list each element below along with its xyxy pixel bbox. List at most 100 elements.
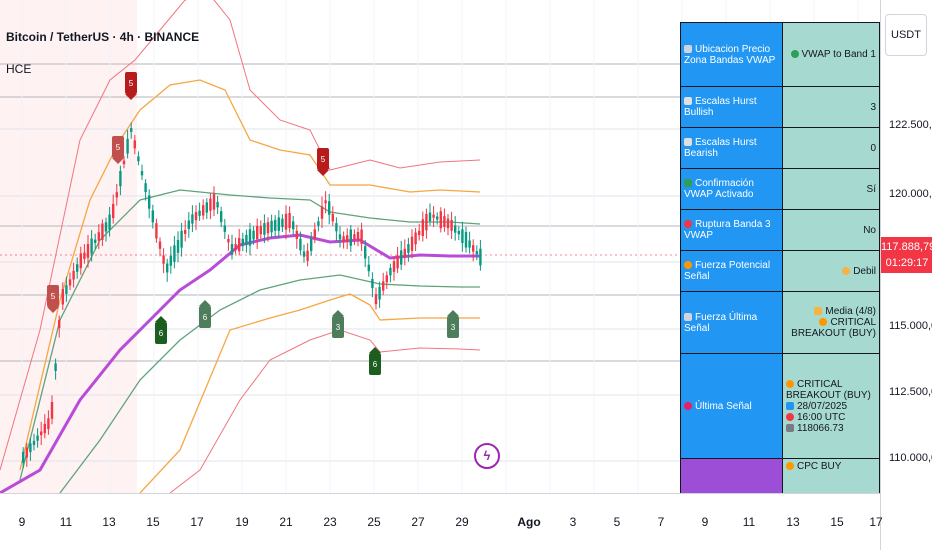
marker-label: 6: [373, 360, 378, 369]
candle-body: [86, 244, 90, 258]
candle-body: [97, 232, 100, 241]
symbol-title[interactable]: Bitcoin / TetherUS · 4h · BINANCE: [6, 30, 200, 44]
time-tick: 25: [367, 515, 381, 529]
time-tick: 27: [411, 515, 425, 529]
candle-body: [126, 138, 129, 154]
candle-body: [151, 210, 154, 223]
table-row: Escalas Hurst Bullish 3: [680, 86, 880, 128]
candle-body: [464, 232, 468, 248]
fire-icon: [786, 462, 794, 470]
time-axis[interactable]: 9 11 13 15 17 19 21 23 25 27 29 Ago 3 5 …: [0, 493, 883, 551]
candle-body: [360, 229, 363, 244]
candle-body: [266, 222, 270, 234]
table-row-value: 0: [782, 127, 880, 169]
candle-body: [353, 234, 356, 240]
candle-body: [187, 220, 190, 230]
candle-body: [166, 263, 169, 273]
candle-body: [47, 418, 50, 430]
marker-body: [369, 353, 381, 375]
candle-body: [454, 225, 457, 233]
candle-body: [58, 320, 61, 328]
candle-body: [342, 236, 345, 243]
candle-body: [259, 226, 262, 235]
candle-body: [263, 223, 266, 235]
candle-body: [299, 238, 302, 251]
candlestick-chart[interactable]: 5 5 5 5 6 6 3 6 3: [0, 0, 880, 493]
time-tick-month: Ago: [517, 515, 541, 529]
candle-body: [234, 244, 237, 251]
sell-signal-marker: 5: [47, 285, 59, 313]
candle-body: [367, 264, 370, 272]
price-tick: 112.500,00: [889, 386, 932, 398]
candle-body: [83, 252, 86, 259]
buy-signal-marker: 6: [369, 347, 381, 375]
marker-label: 5: [321, 155, 326, 164]
candle-body: [50, 402, 54, 419]
candle-body: [184, 229, 187, 235]
price-chart-area[interactable]: 5 5 5 5 6 6 3 6 3 Bitcoin / TetherUS · 4h · BINA…: [0, 0, 880, 493]
calendar-icon: [786, 401, 794, 410]
candle-body: [349, 229, 352, 246]
buy-signal-marker: 3: [447, 310, 459, 338]
candle-body: [256, 226, 259, 240]
currency-button[interactable]: USDT: [885, 14, 927, 56]
candle-body: [414, 232, 417, 245]
candle-body: [292, 221, 295, 230]
time-tick: 19: [235, 515, 249, 529]
candle-body: [223, 225, 226, 232]
candle-body: [54, 363, 57, 372]
table-row-label: Ubicacion Precio Zona Bandas VWAP: [680, 22, 783, 87]
candle-body: [446, 218, 450, 229]
time-tick: 15: [146, 515, 160, 529]
table-row: Fuerza Potencial Señal Debil: [680, 250, 880, 292]
candle-body: [407, 244, 410, 253]
marker-pointer: [155, 316, 167, 322]
candle-body: [274, 219, 277, 231]
candle-body: [133, 140, 136, 149]
candle-body: [90, 238, 93, 254]
marker-body: [332, 316, 344, 338]
time-tick: 11: [742, 515, 756, 529]
candle-body: [328, 201, 331, 215]
candle-body: [180, 230, 183, 248]
time-tick: 9: [701, 515, 709, 529]
candle-body: [310, 238, 313, 252]
candle-body: [338, 234, 342, 240]
candle-body: [176, 239, 180, 253]
candle-body: [72, 270, 75, 280]
candle-body: [220, 211, 223, 223]
time-tick: 15: [830, 515, 844, 529]
yellow-circle-icon: [842, 266, 851, 275]
candle-body: [410, 236, 414, 251]
table-row-label: Fuerza Última Señal: [680, 291, 783, 354]
time-tick: 5: [613, 515, 621, 529]
target-icon: [684, 220, 692, 228]
candle-body: [400, 250, 403, 265]
candle-body: [302, 251, 306, 257]
candle-body: [119, 171, 122, 187]
candle-body: [382, 281, 385, 291]
candle-body: [392, 261, 396, 272]
candle-body: [40, 431, 43, 436]
candle-body: [79, 253, 82, 269]
table-row-label: Última Señal: [680, 353, 783, 459]
marker-body: [112, 136, 124, 158]
candle-body: [324, 200, 327, 204]
candle-body: [209, 198, 212, 211]
indicator-name[interactable]: HCE: [6, 62, 32, 76]
time-tick: 21: [279, 515, 293, 529]
candle-body: [108, 214, 111, 230]
lower-band-3-line: [169, 329, 481, 493]
candle-body: [425, 214, 428, 231]
buy-signal-marker: 6: [155, 316, 167, 344]
time-tick: 11: [59, 515, 73, 529]
candle-body: [284, 213, 288, 230]
table-row-value: Debil: [782, 250, 880, 292]
candle-body: [122, 160, 126, 165]
price-axis[interactable]: USDT 122.500,00 120.000,00 115.000,00 11…: [880, 0, 932, 550]
check-mark-icon: [684, 179, 692, 187]
table-row-value: Sí: [782, 168, 880, 210]
band-1-lower-line: [59, 274, 480, 493]
price-tick: 110.000,00: [889, 452, 932, 464]
marker-body: [125, 72, 137, 94]
